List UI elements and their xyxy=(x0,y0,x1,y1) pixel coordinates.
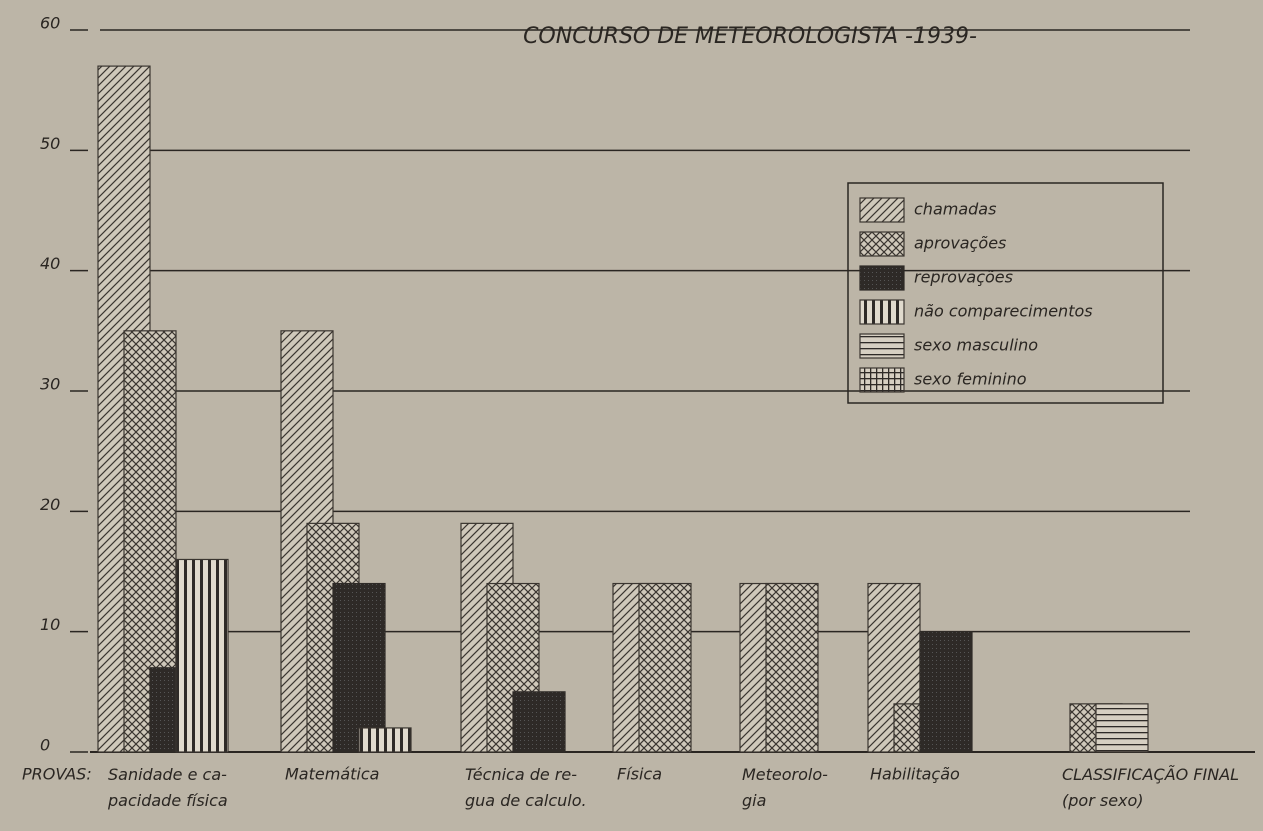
x-tick-label: Sanidade e ca-pacidade física xyxy=(107,765,228,810)
bar xyxy=(1095,703,1149,753)
x-tick-label: CLASSIFICAÇÃO FINAL (por sexo) xyxy=(1062,765,1239,810)
legend-swatch xyxy=(859,197,905,223)
y-tick-label: 30 xyxy=(40,375,60,394)
y-tick-label: 0 xyxy=(40,736,50,755)
x-tick-label: Técnica de re-gua de calculo. xyxy=(465,765,587,810)
x-tick-label: Matemática xyxy=(285,765,379,784)
x-tick-label: Habilitação xyxy=(870,765,960,784)
bar xyxy=(332,582,386,753)
legend-label: sexo masculino xyxy=(914,336,1038,355)
legend-box xyxy=(847,182,1164,404)
bar xyxy=(512,691,566,753)
legend-swatch xyxy=(859,367,905,393)
x-tick-label: Meteorolo-gia xyxy=(742,765,828,810)
legend-swatch xyxy=(859,265,905,291)
y-tick-label: 40 xyxy=(40,254,60,273)
legend-swatch xyxy=(859,231,905,257)
chart-title: CONCURSO DE METEOROLOGISTA -1939- xyxy=(523,24,977,49)
bar xyxy=(358,727,412,753)
legend-label: sexo feminino xyxy=(914,370,1027,389)
y-tick-label: 10 xyxy=(40,615,60,634)
legend-label: aprovações xyxy=(914,234,1006,253)
legend-label: chamadas xyxy=(914,200,996,219)
bar xyxy=(638,582,692,753)
y-tick-label: 20 xyxy=(40,495,60,514)
y-tick-label: 60 xyxy=(40,14,60,33)
bar xyxy=(765,582,819,753)
legend-swatch xyxy=(859,333,905,359)
x-axis-label: PROVAS: xyxy=(22,765,92,784)
bar xyxy=(919,631,973,753)
legend-label: reprovações xyxy=(914,268,1013,287)
bar xyxy=(175,558,229,753)
x-tick-label: Física xyxy=(617,765,662,784)
legend-swatch xyxy=(859,299,905,325)
legend-label: não comparecimentos xyxy=(914,302,1093,321)
y-tick-label: 50 xyxy=(40,134,60,153)
